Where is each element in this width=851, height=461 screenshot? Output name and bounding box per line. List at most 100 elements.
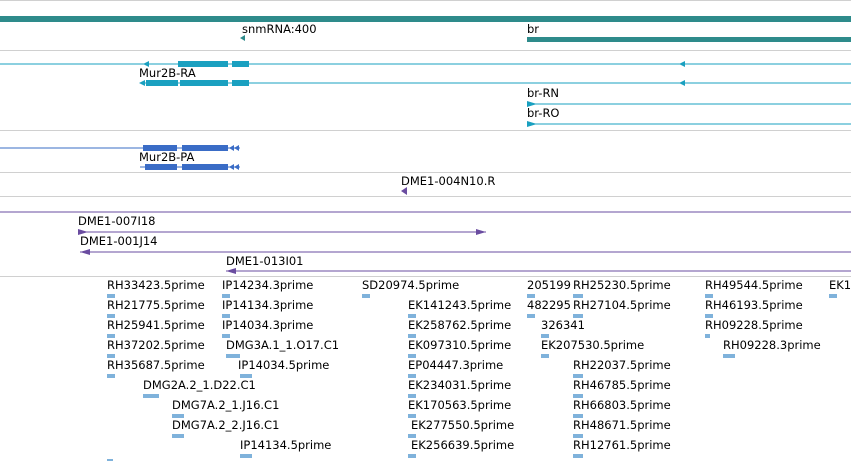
est-label[interactable]: RH09228.5prime bbox=[705, 318, 803, 332]
mur2b-pa-label[interactable]: Mur2B-PA bbox=[139, 150, 195, 164]
est-glyph[interactable] bbox=[573, 294, 583, 298]
est-glyph[interactable] bbox=[541, 334, 549, 338]
est-label[interactable]: RH35687.5prime bbox=[107, 358, 205, 372]
est-label[interactable]: EK258762.5prime bbox=[408, 318, 512, 332]
est-glyph[interactable] bbox=[107, 294, 115, 298]
est-label[interactable]: RH37202.5prime bbox=[107, 338, 205, 352]
est-label[interactable]: RH46785.5prime bbox=[573, 378, 671, 392]
gene-top-bar[interactable] bbox=[0, 16, 851, 22]
est-glyph[interactable] bbox=[222, 314, 230, 318]
est-glyph[interactable] bbox=[143, 394, 159, 398]
est-glyph[interactable] bbox=[573, 434, 583, 438]
est-label[interactable]: IP14034.5prime bbox=[238, 358, 330, 372]
est-glyph[interactable] bbox=[527, 314, 535, 318]
est-glyph[interactable] bbox=[107, 354, 115, 358]
est-label[interactable]: 482295 bbox=[527, 298, 571, 312]
est-glyph[interactable] bbox=[408, 374, 416, 378]
est-label[interactable]: DMG7A.2_1.J16.C1 bbox=[172, 398, 280, 412]
br-gene-bar[interactable] bbox=[527, 37, 851, 42]
est-glyph[interactable] bbox=[240, 374, 252, 378]
est-glyph[interactable] bbox=[573, 374, 583, 378]
est-glyph[interactable] bbox=[573, 314, 583, 318]
transcript-exon[interactable] bbox=[178, 61, 228, 67]
dme1-001j14-label[interactable]: DME1-001J14 bbox=[80, 234, 158, 248]
transcript-exon[interactable] bbox=[180, 80, 228, 86]
est-label[interactable]: IP14134.5prime bbox=[240, 438, 332, 452]
protein-block[interactable] bbox=[182, 164, 228, 170]
est-label[interactable]: RH66803.5prime bbox=[573, 398, 671, 412]
est-glyph[interactable] bbox=[107, 314, 115, 318]
est-glyph[interactable] bbox=[172, 414, 184, 418]
est-label[interactable]: EK1 bbox=[829, 278, 851, 292]
snmrna-400-gene-arrow[interactable] bbox=[240, 35, 245, 41]
dme1-007i18-label[interactable]: DME1-007I18 bbox=[78, 214, 156, 228]
est-glyph[interactable] bbox=[408, 394, 416, 398]
est-glyph[interactable] bbox=[362, 294, 370, 298]
est-glyph[interactable] bbox=[107, 459, 113, 461]
est-label[interactable]: EK141243.5prime bbox=[408, 298, 512, 312]
est-label[interactable]: EK234031.5prime bbox=[408, 378, 512, 392]
est-label[interactable]: EP04447.3prime bbox=[408, 358, 504, 372]
est-glyph[interactable] bbox=[573, 394, 583, 398]
est-glyph[interactable] bbox=[222, 334, 230, 338]
est-glyph[interactable] bbox=[107, 374, 115, 378]
est-label[interactable]: EK170563.5prime bbox=[408, 398, 512, 412]
est-label[interactable]: EK277550.5prime bbox=[411, 418, 515, 432]
est-label[interactable]: 205199 bbox=[527, 278, 571, 292]
est-glyph[interactable] bbox=[829, 294, 837, 298]
est-label[interactable]: RH12761.5prime bbox=[573, 438, 671, 452]
transcript-exon[interactable] bbox=[232, 80, 249, 86]
est-glyph[interactable] bbox=[527, 294, 535, 298]
est-label[interactable]: DMG7A.2_2.J16.C1 bbox=[172, 418, 280, 432]
br-label[interactable]: br bbox=[527, 22, 540, 36]
est-label[interactable]: RH22037.5prime bbox=[573, 358, 671, 372]
est-glyph[interactable] bbox=[705, 334, 710, 338]
protein-block[interactable] bbox=[145, 164, 177, 170]
est-glyph[interactable] bbox=[573, 454, 583, 458]
snmrna-400-label[interactable]: snmRNA:400 bbox=[242, 22, 317, 36]
br-rn-label[interactable]: br-RN bbox=[527, 86, 560, 100]
protein-block[interactable] bbox=[182, 145, 228, 151]
est-glyph[interactable] bbox=[408, 434, 416, 438]
est-label[interactable]: RH25230.5prime bbox=[573, 278, 671, 292]
est-glyph[interactable] bbox=[408, 454, 416, 458]
est-glyph[interactable] bbox=[107, 334, 115, 338]
est-label[interactable]: DMG2A.2_1.D22.C1 bbox=[143, 378, 256, 392]
est-glyph[interactable] bbox=[408, 314, 416, 318]
transcript-exon[interactable] bbox=[232, 61, 249, 67]
est-glyph[interactable] bbox=[705, 314, 713, 318]
est-label[interactable]: RH27104.5prime bbox=[573, 298, 671, 312]
dme1-013i01-label[interactable]: DME1-013I01 bbox=[226, 254, 304, 268]
est-label[interactable]: SD20974.5prime bbox=[362, 278, 460, 292]
dme1-004n10-r-label[interactable]: DME1-004N10.R bbox=[401, 174, 496, 188]
est-label[interactable]: DMG3A.1_1.O17.C1 bbox=[226, 338, 340, 352]
dme1-004n10-r-arrow[interactable] bbox=[401, 187, 407, 195]
est-label[interactable]: RH21775.5prime bbox=[107, 298, 205, 312]
est-label[interactable]: RH48671.5prime bbox=[573, 418, 671, 432]
est-glyph[interactable] bbox=[705, 294, 713, 298]
est-label[interactable]: RH49544.5prime bbox=[705, 278, 803, 292]
est-label[interactable]: RH33423.5prime bbox=[107, 278, 205, 292]
est-label[interactable]: IP14034.3prime bbox=[222, 318, 314, 332]
est-label[interactable]: EK256639.5prime bbox=[411, 438, 515, 452]
est-label[interactable]: 326341 bbox=[541, 318, 585, 332]
est-glyph[interactable] bbox=[226, 354, 240, 358]
est-glyph[interactable] bbox=[408, 334, 416, 338]
mur2b-ra-label[interactable]: Mur2B-RA bbox=[139, 66, 196, 80]
est-glyph[interactable] bbox=[541, 354, 549, 358]
est-label[interactable]: IP14134.3prime bbox=[222, 298, 314, 312]
est-label[interactable]: EK207530.5prime bbox=[541, 338, 645, 352]
est-label[interactable]: RH09228.3prime bbox=[723, 338, 821, 352]
protein-block[interactable] bbox=[143, 145, 177, 151]
est-glyph[interactable] bbox=[408, 414, 416, 418]
est-glyph[interactable] bbox=[573, 414, 583, 418]
est-label[interactable]: EK097310.5prime bbox=[408, 338, 512, 352]
est-glyph[interactable] bbox=[240, 454, 252, 458]
est-glyph[interactable] bbox=[222, 294, 230, 298]
est-label[interactable]: RH46193.5prime bbox=[705, 298, 803, 312]
transcript-exon[interactable] bbox=[146, 80, 178, 86]
br-ro-label[interactable]: br-RO bbox=[527, 106, 560, 120]
est-label[interactable]: IP14234.3prime bbox=[222, 278, 314, 292]
est-glyph[interactable] bbox=[408, 354, 416, 358]
est-label[interactable]: RH25941.5prime bbox=[107, 318, 205, 332]
